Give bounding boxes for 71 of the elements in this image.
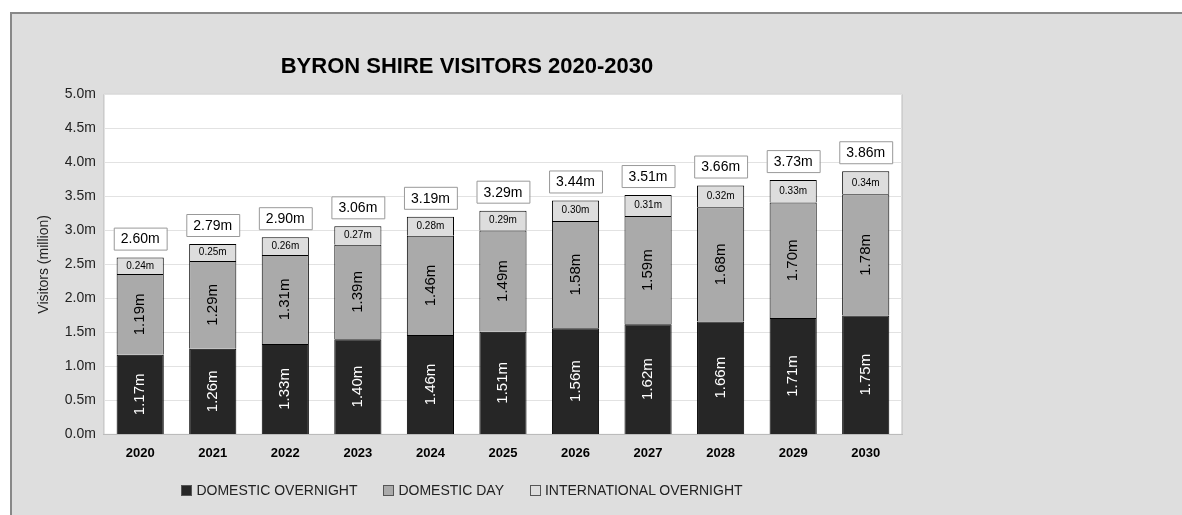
data-label: 0.29m <box>489 214 517 226</box>
data-label: 1.71m <box>783 355 801 397</box>
data-label: 1.49m <box>493 260 511 302</box>
y-tick-label: 3.0m <box>64 221 96 238</box>
legend-label: DOMESTIC OVERNIGHT <box>196 482 358 498</box>
data-label: 0.32m <box>706 190 735 202</box>
data-label: 1.29m <box>202 284 220 326</box>
data-label: 1.46m <box>420 264 438 307</box>
data-label: 0.26m <box>271 239 300 251</box>
x-tick-label: 2022 <box>270 444 300 460</box>
data-label: 0.24m <box>126 259 155 271</box>
y-tick-label: 5.0m <box>64 85 96 102</box>
x-tick-label: 2030 <box>851 444 881 460</box>
data-label: 1.78m <box>855 234 873 276</box>
total-label: 2.79m <box>193 216 233 233</box>
total-label: 3.66m <box>701 158 741 175</box>
total-label: 3.29m <box>483 183 523 200</box>
data-label: 0.30m <box>561 204 590 216</box>
y-tick-label: 1.5m <box>64 323 96 340</box>
legend-label: INTERNATIONAL OVERNIGHT <box>544 482 743 498</box>
data-label: 1.68m <box>710 243 728 286</box>
total-label: 3.86m <box>846 144 886 161</box>
data-label: 0.28m <box>416 220 445 232</box>
x-tick-label: 2025 <box>488 444 518 460</box>
y-tick-label: 4.5m <box>64 119 96 136</box>
data-label: 1.70m <box>783 239 801 282</box>
x-tick-label: 2021 <box>198 444 228 460</box>
data-label: 1.31m <box>275 278 293 321</box>
total-label: 3.51m <box>628 167 668 184</box>
total-label: 3.06m <box>338 199 378 216</box>
data-label: 0.34m <box>851 176 880 188</box>
chart-title: BYRON SHIRE VISITORS 2020-2030 <box>280 53 654 79</box>
data-label: 1.46m <box>420 363 438 406</box>
x-tick-label: 2029 <box>778 444 808 460</box>
total-label: 3.73m <box>773 152 813 169</box>
data-label: 1.75m <box>855 353 873 396</box>
x-tick-label: 2028 <box>706 444 736 460</box>
y-tick-label: 0.5m <box>64 391 96 408</box>
y-axis-title: Visitors (million) <box>35 215 52 314</box>
data-label: 1.19m <box>130 293 148 336</box>
total-label: 2.60m <box>120 230 160 247</box>
data-label: 0.33m <box>779 185 808 197</box>
data-label: 1.56m <box>565 360 583 402</box>
x-tick-label: 2020 <box>125 444 155 460</box>
data-label: 1.33m <box>275 368 293 410</box>
x-tick-label: 2024 <box>415 444 446 460</box>
y-tick-label: 0.0m <box>64 425 96 442</box>
y-tick-label: 2.5m <box>64 255 96 272</box>
data-label: 0.25m <box>198 246 227 258</box>
data-label: 1.66m <box>710 356 728 399</box>
total-label: 2.90m <box>265 210 305 227</box>
data-label: 1.59m <box>638 249 656 292</box>
y-tick-label: 2.0m <box>64 289 96 306</box>
y-tick-label: 1.0m <box>64 357 96 374</box>
legend-label: DOMESTIC DAY <box>398 482 504 498</box>
data-label: 1.58m <box>565 253 583 296</box>
data-label: 1.40m <box>348 365 365 408</box>
data-label: 0.27m <box>343 229 372 241</box>
data-label: 1.17m <box>130 373 148 416</box>
y-tick-label: 4.0m <box>64 153 96 170</box>
data-label: 1.39m <box>348 271 365 313</box>
x-tick-label: 2023 <box>343 444 373 460</box>
data-label: 1.51m <box>493 361 511 404</box>
x-tick-label: 2026 <box>561 444 590 460</box>
data-label: 1.26m <box>202 370 220 413</box>
y-tick-label: 3.5m <box>64 187 96 204</box>
x-tick-label: 2027 <box>633 444 663 460</box>
data-label: 1.62m <box>638 358 656 400</box>
total-label: 3.19m <box>410 189 450 206</box>
data-label: 0.31m <box>634 199 662 211</box>
total-label: 3.44m <box>556 173 595 190</box>
